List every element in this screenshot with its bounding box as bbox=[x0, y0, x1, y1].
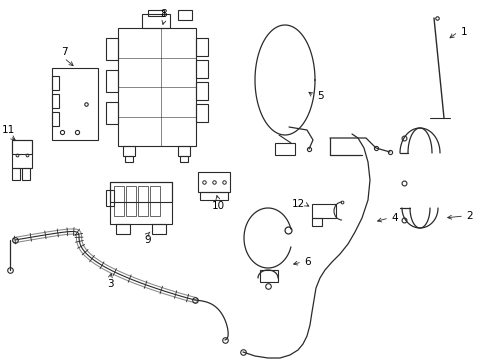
Bar bbox=[196, 38, 207, 56]
Text: 12: 12 bbox=[291, 199, 304, 209]
Bar bbox=[196, 104, 207, 122]
Bar bbox=[123, 146, 135, 156]
Bar bbox=[116, 224, 130, 234]
Bar bbox=[12, 140, 32, 154]
Bar bbox=[114, 186, 124, 216]
Bar bbox=[52, 76, 59, 90]
Text: 7: 7 bbox=[61, 47, 67, 57]
Bar bbox=[196, 82, 207, 100]
Bar bbox=[12, 140, 32, 168]
Bar bbox=[138, 186, 148, 216]
Bar bbox=[198, 172, 229, 192]
Text: 11: 11 bbox=[1, 125, 15, 135]
Text: 4: 4 bbox=[391, 213, 398, 223]
Bar bbox=[110, 182, 172, 202]
Bar bbox=[126, 186, 136, 216]
Bar bbox=[110, 182, 172, 224]
Bar bbox=[148, 10, 163, 16]
Bar bbox=[118, 28, 196, 146]
Bar bbox=[52, 94, 59, 108]
Bar bbox=[106, 70, 118, 92]
Bar bbox=[52, 112, 59, 126]
Text: 8: 8 bbox=[161, 9, 167, 19]
Bar bbox=[106, 190, 114, 206]
Text: 10: 10 bbox=[211, 201, 224, 211]
Bar bbox=[22, 168, 30, 180]
Bar bbox=[52, 68, 98, 140]
Bar bbox=[274, 143, 294, 155]
Bar bbox=[311, 204, 335, 218]
Bar bbox=[178, 10, 192, 20]
Bar bbox=[150, 186, 160, 216]
Bar bbox=[180, 156, 187, 162]
Text: 1: 1 bbox=[460, 27, 467, 37]
Bar bbox=[106, 38, 118, 60]
Bar bbox=[12, 168, 20, 180]
Bar bbox=[311, 218, 321, 226]
Bar bbox=[125, 156, 133, 162]
Text: 9: 9 bbox=[144, 235, 151, 245]
Bar bbox=[200, 192, 227, 200]
Bar bbox=[178, 146, 190, 156]
Bar bbox=[260, 270, 278, 282]
Bar bbox=[152, 224, 165, 234]
Text: 2: 2 bbox=[466, 211, 472, 221]
Text: 6: 6 bbox=[304, 257, 311, 267]
Text: 5: 5 bbox=[316, 91, 323, 101]
Text: 3: 3 bbox=[106, 279, 113, 289]
Bar bbox=[196, 60, 207, 78]
Bar bbox=[142, 14, 170, 28]
Bar bbox=[106, 102, 118, 124]
